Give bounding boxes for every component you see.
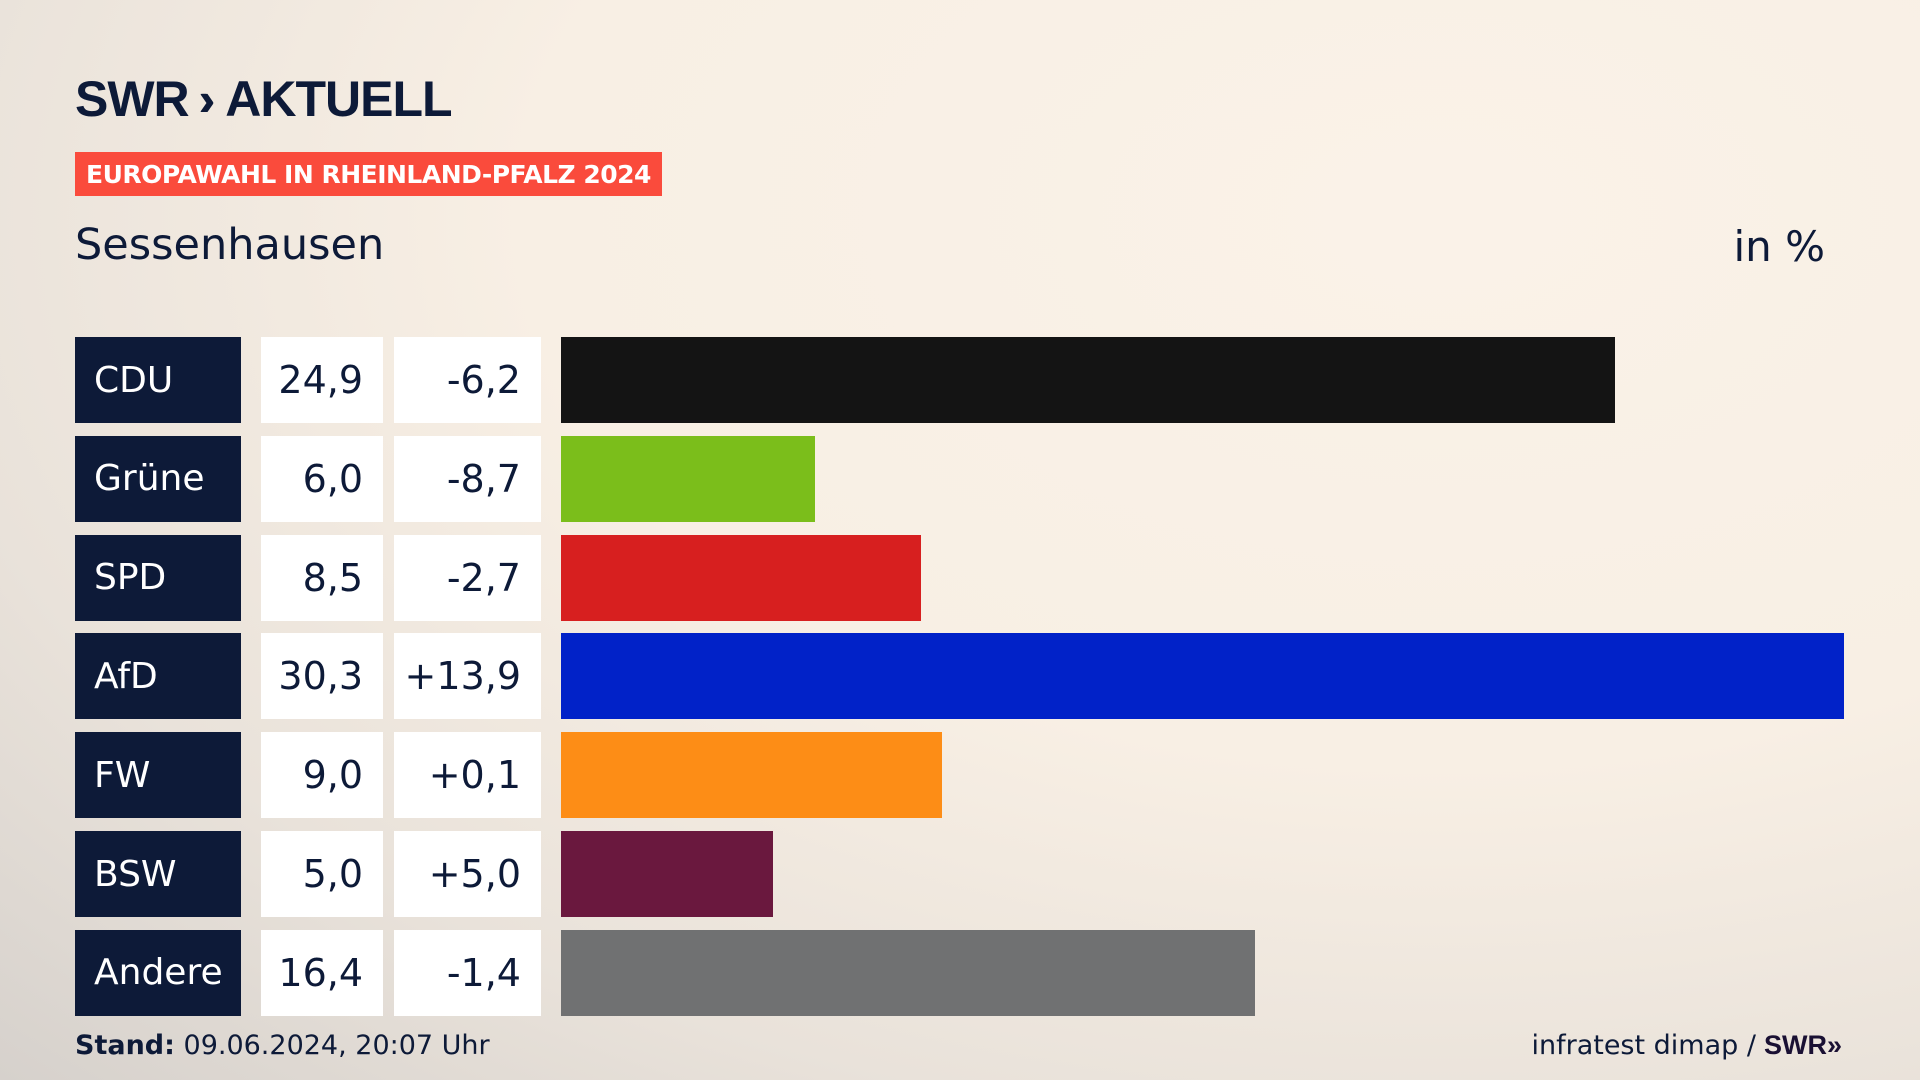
party-row: CDU 24,9 -6,2: [75, 337, 1875, 423]
value-label: 30,3: [261, 633, 383, 720]
party-label: Andere: [75, 929, 241, 1016]
unit-label: in %: [1733, 222, 1825, 271]
party-label: FW: [75, 732, 241, 819]
value-label: 9,0: [261, 732, 383, 819]
change-label: +5,0: [394, 831, 541, 917]
source: infratest dimap / SWR»: [1531, 1030, 1842, 1061]
bar: [561, 732, 943, 819]
bar: [561, 435, 816, 522]
party-row: BSW 5,0 +5,0: [75, 831, 1875, 917]
party-row: Grüne 6,0 -8,7: [75, 435, 1875, 522]
party-label: CDU: [75, 337, 241, 423]
party-row: AfD 30,3 +13,9: [75, 633, 1875, 720]
swr-logo-small: SWR»: [1763, 1030, 1842, 1060]
bar: [561, 534, 921, 621]
party-row: FW 9,0 +0,1: [75, 732, 1875, 819]
bar: [561, 337, 1616, 423]
logo-swr: SWR: [75, 71, 190, 127]
place-title: Sessenhausen: [75, 220, 385, 270]
change-label: +0,1: [394, 732, 541, 819]
logo-aktuell: AKTUELL: [225, 71, 452, 127]
party-row: Andere 16,4 -1,4: [75, 929, 1875, 1016]
value-label: 5,0: [261, 831, 383, 917]
bar: [561, 929, 1256, 1016]
value-label: 24,9: [261, 337, 383, 423]
party-label: BSW: [75, 831, 241, 917]
party-label: AfD: [75, 633, 241, 720]
bar: [561, 633, 1844, 720]
chevron-icon: ››: [198, 73, 214, 125]
party-row: SPD 8,5 -2,7: [75, 534, 1875, 621]
timestamp: Stand: 09.06.2024, 20:07 Uhr: [75, 1030, 490, 1061]
swr-aktuell-logo: SWR ›› AKTUELL: [75, 70, 453, 128]
source-text: infratest dimap /: [1531, 1030, 1756, 1061]
stand-label: Stand:: [75, 1030, 175, 1061]
bar: [561, 831, 773, 917]
value-label: 16,4: [261, 929, 383, 1016]
change-label: -8,7: [394, 435, 541, 522]
value-label: 6,0: [261, 435, 383, 522]
party-label: Grüne: [75, 435, 241, 522]
change-label: -1,4: [394, 929, 541, 1016]
change-label: +13,9: [394, 633, 541, 720]
change-label: -6,2: [394, 337, 541, 423]
stand-value: 09.06.2024, 20:07 Uhr: [183, 1030, 490, 1061]
party-label: SPD: [75, 534, 241, 621]
value-label: 8,5: [261, 534, 383, 621]
change-label: -2,7: [394, 534, 541, 621]
election-banner: EUROPAWAHL IN RHEINLAND-PFALZ 2024: [75, 152, 662, 196]
